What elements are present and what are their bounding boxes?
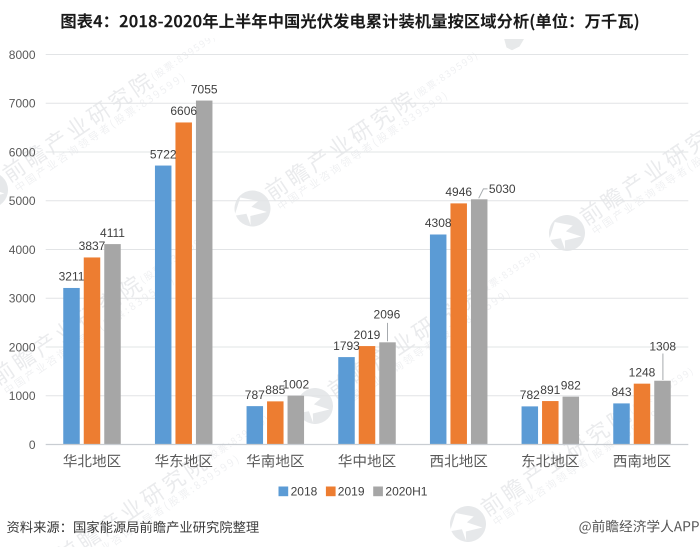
svg-text:4000: 4000 xyxy=(9,243,36,257)
svg-text:6000: 6000 xyxy=(9,145,36,159)
svg-text:1793: 1793 xyxy=(333,339,360,353)
svg-text:787: 787 xyxy=(245,388,265,402)
svg-text:5722: 5722 xyxy=(150,147,177,161)
svg-text:2000: 2000 xyxy=(9,340,36,354)
svg-text:4308: 4308 xyxy=(425,216,452,230)
svg-text:782: 782 xyxy=(520,388,540,402)
svg-text:6606: 6606 xyxy=(170,104,197,118)
svg-text:982: 982 xyxy=(561,378,581,392)
svg-text:2020H1: 2020H1 xyxy=(385,484,427,498)
svg-text:5000: 5000 xyxy=(9,194,36,208)
svg-text:3000: 3000 xyxy=(9,292,36,306)
svg-text:843: 843 xyxy=(611,385,631,399)
svg-text:1308: 1308 xyxy=(649,340,676,354)
svg-text:4946: 4946 xyxy=(445,185,472,199)
svg-text:2019: 2019 xyxy=(338,484,365,498)
svg-text:3211: 3211 xyxy=(59,270,85,284)
svg-text:1000: 1000 xyxy=(9,389,36,403)
svg-text:885: 885 xyxy=(265,383,285,397)
svg-text:1002: 1002 xyxy=(282,377,309,391)
svg-text:7055: 7055 xyxy=(191,82,218,96)
svg-text:0: 0 xyxy=(29,438,36,452)
svg-text:7000: 7000 xyxy=(9,97,36,111)
svg-text:4111: 4111 xyxy=(100,226,125,240)
svg-text:2096: 2096 xyxy=(374,307,401,321)
svg-text:2018: 2018 xyxy=(291,484,318,498)
svg-text:5030: 5030 xyxy=(489,182,516,196)
svg-text:2019: 2019 xyxy=(354,328,381,342)
svg-text:1248: 1248 xyxy=(629,365,656,379)
svg-text:3837: 3837 xyxy=(79,239,106,253)
svg-text:891: 891 xyxy=(540,383,560,397)
svg-text:8000: 8000 xyxy=(9,48,36,62)
